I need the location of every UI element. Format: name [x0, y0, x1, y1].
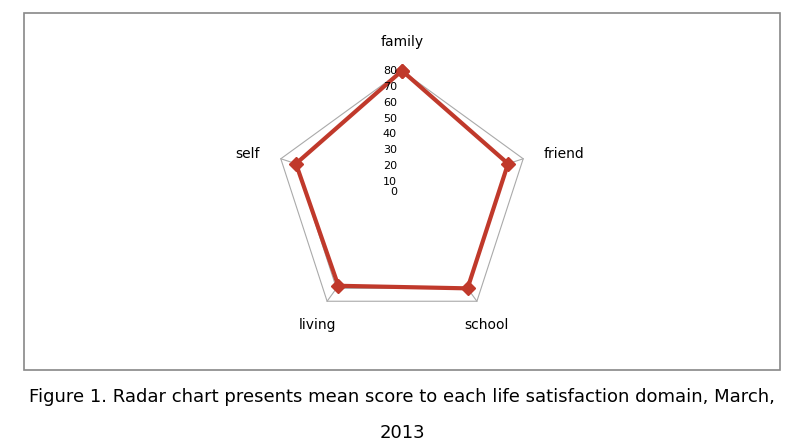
Text: 30: 30	[382, 145, 397, 155]
Text: 10: 10	[382, 177, 397, 187]
Text: 0: 0	[389, 187, 397, 197]
Text: 50: 50	[382, 114, 397, 124]
Text: living: living	[298, 318, 336, 332]
Text: family: family	[380, 35, 423, 49]
Text: 70: 70	[382, 82, 397, 91]
Text: 60: 60	[382, 98, 397, 107]
Text: 80: 80	[382, 66, 397, 76]
Polygon shape	[296, 71, 507, 289]
Text: 20: 20	[382, 161, 397, 171]
Text: 40: 40	[382, 129, 397, 140]
Text: school: school	[464, 318, 508, 332]
Text: 2013: 2013	[379, 424, 424, 442]
Polygon shape	[280, 71, 523, 301]
Text: Figure 1. Radar chart presents mean score to each life satisfaction domain, Marc: Figure 1. Radar chart presents mean scor…	[29, 388, 774, 406]
Text: self: self	[235, 147, 259, 161]
Text: friend: friend	[544, 147, 584, 161]
